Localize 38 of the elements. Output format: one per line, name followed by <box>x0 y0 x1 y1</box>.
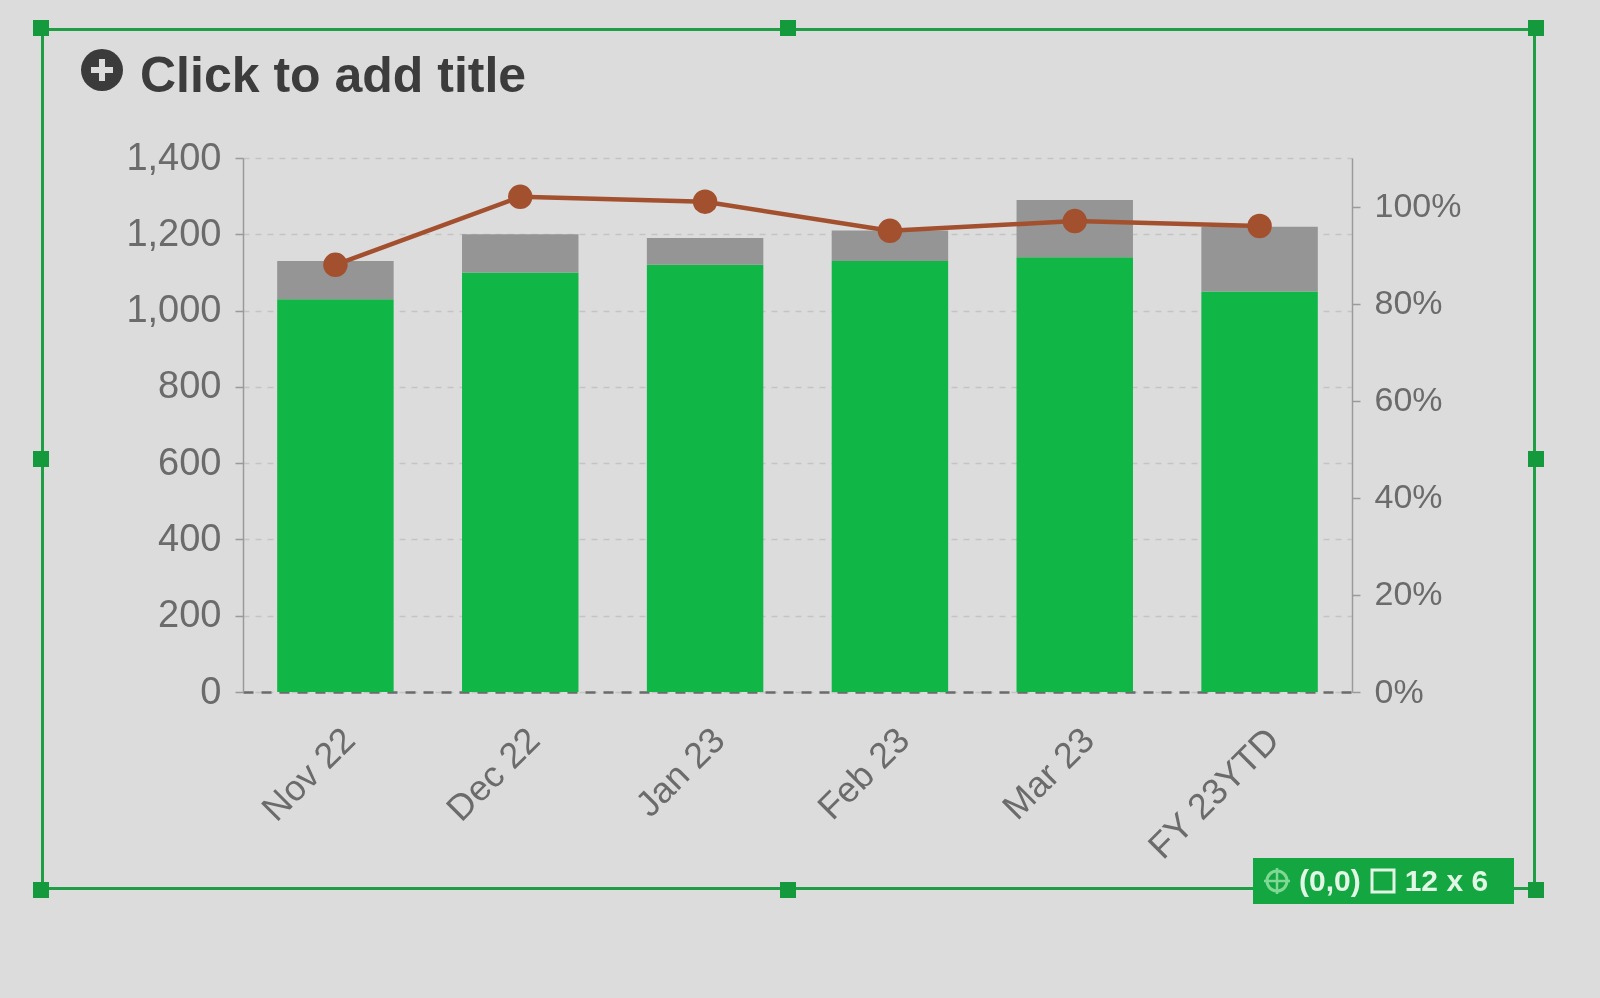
x-tick-label: Nov 22 <box>253 718 363 829</box>
y-tick-label: 1,400 <box>126 135 222 178</box>
y-tick-label: 800 <box>158 364 222 407</box>
point <box>692 189 718 214</box>
y-tick-label: 1,200 <box>126 211 222 254</box>
y2-tick-label: 0% <box>1374 671 1424 710</box>
bar <box>277 260 394 300</box>
bar <box>1201 291 1318 692</box>
chart-title: Click to add title <box>140 47 527 103</box>
point <box>1062 208 1087 234</box>
y2-tick-label: 40% <box>1374 477 1443 516</box>
bar <box>1016 257 1133 692</box>
point <box>508 184 533 210</box>
y2-tick-label: 80% <box>1374 283 1443 322</box>
bar <box>831 260 949 692</box>
bar <box>646 264 764 692</box>
point <box>323 252 348 278</box>
y-tick-label: 1,000 <box>126 288 222 331</box>
y2-tick-label: 100% <box>1374 186 1462 225</box>
status-badge: (0,0) 12 x 6 <box>1253 858 1514 904</box>
y2-tick-label: 60% <box>1374 380 1443 419</box>
x-tick-label: Jan 23 <box>627 718 733 825</box>
y2-tick-label: 20% <box>1374 574 1443 613</box>
bar <box>1201 226 1318 292</box>
bar <box>831 230 949 261</box>
x-tick-label: Mar 23 <box>993 718 1103 828</box>
bar <box>462 234 579 273</box>
point <box>877 218 903 244</box>
x-tick-label: Feb 23 <box>809 718 918 828</box>
x-tick-label: Dec 22 <box>438 718 548 829</box>
bar <box>462 272 579 692</box>
y-tick-label: 200 <box>158 593 222 636</box>
y-tick-label: 400 <box>158 516 222 559</box>
y-tick-label: 0 <box>200 669 222 712</box>
point <box>1247 213 1272 239</box>
bar <box>646 238 764 265</box>
y-tick-label: 600 <box>158 440 222 483</box>
bar <box>277 299 394 692</box>
